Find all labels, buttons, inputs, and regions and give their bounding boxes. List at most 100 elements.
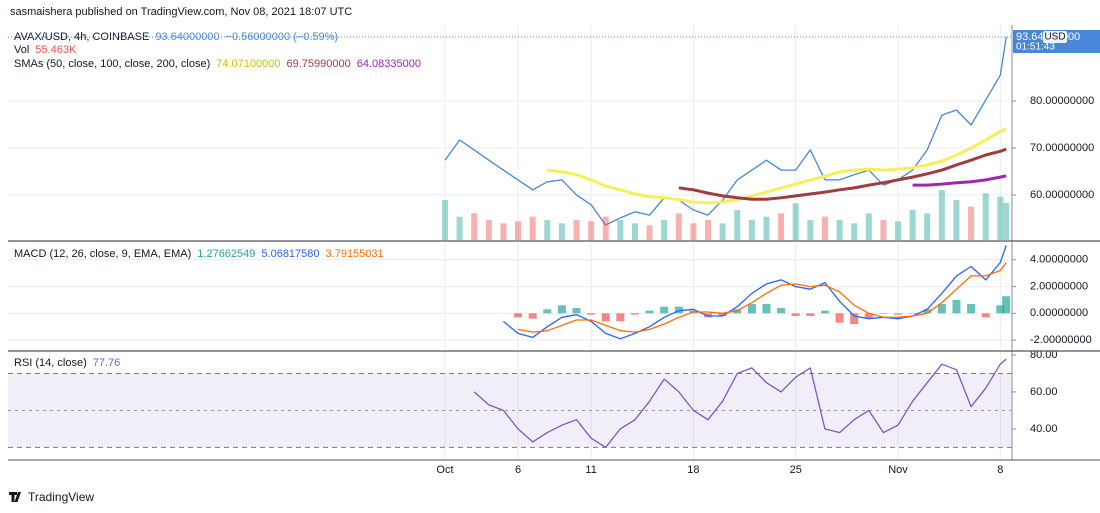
- volume-bar: [763, 216, 770, 240]
- histogram-bar: [952, 299, 961, 314]
- histogram-bar: [981, 313, 990, 318]
- histogram-bar: [543, 309, 552, 314]
- sma-value: 69.75990000: [287, 58, 351, 70]
- logo: [9, 492, 21, 502]
- volume-value: 55.463K: [35, 44, 77, 56]
- rsi-legend: RSI (14, close) 77.76: [14, 357, 120, 369]
- x-tick-label: 25: [790, 464, 802, 476]
- volume-bar: [719, 223, 726, 240]
- y-tick-label: 40.00: [1030, 423, 1058, 435]
- volume-bar: [471, 213, 478, 240]
- rsi-value: 77.76: [93, 357, 121, 369]
- volume-bar: [807, 220, 814, 240]
- macd-value: 3.79155031: [326, 248, 384, 260]
- histogram-bar: [850, 313, 859, 325]
- histogram-bar: [908, 313, 917, 314]
- histogram-bar: [674, 306, 683, 314]
- volume-bar: [880, 220, 887, 240]
- histogram-bar: [879, 313, 888, 314]
- y-tick-label: 60.00: [1030, 386, 1058, 398]
- y-tick-label: 80.00: [1030, 349, 1058, 361]
- histogram-bar: [923, 309, 932, 314]
- y-tick-label: 60.00000000: [1030, 189, 1094, 201]
- volume-legend: Vol 55.463K: [14, 44, 77, 56]
- histogram-bar: [791, 313, 800, 317]
- rsi-band: [8, 373, 1012, 448]
- volume-bar: [865, 213, 872, 240]
- volume-bar: [529, 216, 536, 240]
- histogram-bar: [864, 313, 873, 319]
- volume-bar: [953, 200, 960, 240]
- y-tick-label: -2.00000000: [1030, 334, 1092, 346]
- volume-bar: [544, 220, 551, 240]
- sma-value: 74.07100000: [216, 58, 280, 70]
- histogram-bar: [894, 313, 903, 315]
- x-tick-label: 11: [585, 464, 596, 476]
- histogram-bar: [967, 303, 976, 314]
- symbol: AVAX/USD, 4h, COINBASE: [14, 31, 149, 43]
- volume-name: Vol: [14, 44, 29, 56]
- volume-bar: [1003, 203, 1010, 240]
- volume-bar: [631, 223, 638, 240]
- histogram-bar: [820, 310, 829, 314]
- histogram-bar: [937, 303, 946, 314]
- volume-bar: [558, 223, 565, 240]
- rsi-name: RSI (14, close): [14, 357, 87, 369]
- macd-legend: MACD (12, 26, close, 9, EMA, EMA) 1.27662…: [14, 248, 384, 260]
- volume-bar: [982, 193, 989, 240]
- series-line: [473, 358, 1007, 449]
- y-tick-label: 80.00000000: [1030, 95, 1094, 107]
- volume-bar: [997, 196, 1004, 240]
- histogram-bar: [645, 310, 654, 314]
- volume-bar: [778, 213, 785, 240]
- histogram-bar: [777, 307, 786, 314]
- volume-bar: [661, 220, 668, 240]
- volume-bar: [500, 223, 507, 240]
- volume-bar: [851, 223, 858, 240]
- price-legend: AVAX/USD, 4h, COINBASE 93.64000000 −0.5600…: [14, 31, 338, 43]
- volume-bar: [573, 220, 580, 240]
- histogram-bar: [557, 305, 566, 314]
- volume-bar: [646, 225, 653, 240]
- histogram-bar: [996, 305, 1005, 314]
- x-tick-label: Nov: [888, 464, 908, 476]
- x-tick-label: 6: [515, 464, 521, 476]
- volume-bar: [938, 190, 945, 240]
- histogram-bar: [630, 313, 639, 315]
- volume-bar: [924, 213, 931, 240]
- volume-bar: [792, 203, 799, 240]
- attribution: sasmaishera published on TradingView.com…: [10, 6, 352, 18]
- series-line: [517, 262, 1007, 333]
- macd-value: 5.06817580: [261, 248, 319, 260]
- macd-name: MACD (12, 26, close, 9, EMA, EMA): [14, 248, 191, 260]
- volume-bar: [836, 220, 843, 240]
- y-tick-label: 70.00000000: [1030, 142, 1094, 154]
- volume-bar: [485, 220, 492, 240]
- plot-layer: Oct 6 11 18 25 Nov 8 60.00000000 70.00000000 80.0…: [8, 25, 1094, 476]
- macd-value: 1.27662549: [197, 248, 255, 260]
- volume-bar: [515, 221, 522, 240]
- currency-box: [1043, 31, 1067, 44]
- volume-bar: [909, 210, 916, 240]
- volume-bar: [617, 220, 624, 240]
- x-tick-label: 18: [687, 464, 699, 476]
- volume-bar: [705, 220, 712, 240]
- last-price: 93.64000000: [155, 31, 219, 43]
- volume-bar: [734, 210, 741, 240]
- histogram-bar: [762, 303, 771, 314]
- y-tick-label: 4.00000000: [1030, 254, 1088, 266]
- volume-bar: [748, 220, 755, 240]
- currency-label: USD: [1044, 32, 1065, 43]
- histogram-bar: [528, 313, 537, 319]
- histogram-bar: [1002, 296, 1011, 314]
- histogram-bar: [806, 313, 815, 317]
- countdown: 01:51:43: [1016, 42, 1055, 53]
- brand-logo: [9, 492, 21, 502]
- histogram-bar: [660, 306, 669, 314]
- histogram-bar: [514, 313, 523, 318]
- volume-bar: [895, 221, 902, 240]
- series-line: [678, 147, 1007, 201]
- histogram-bar: [747, 303, 756, 314]
